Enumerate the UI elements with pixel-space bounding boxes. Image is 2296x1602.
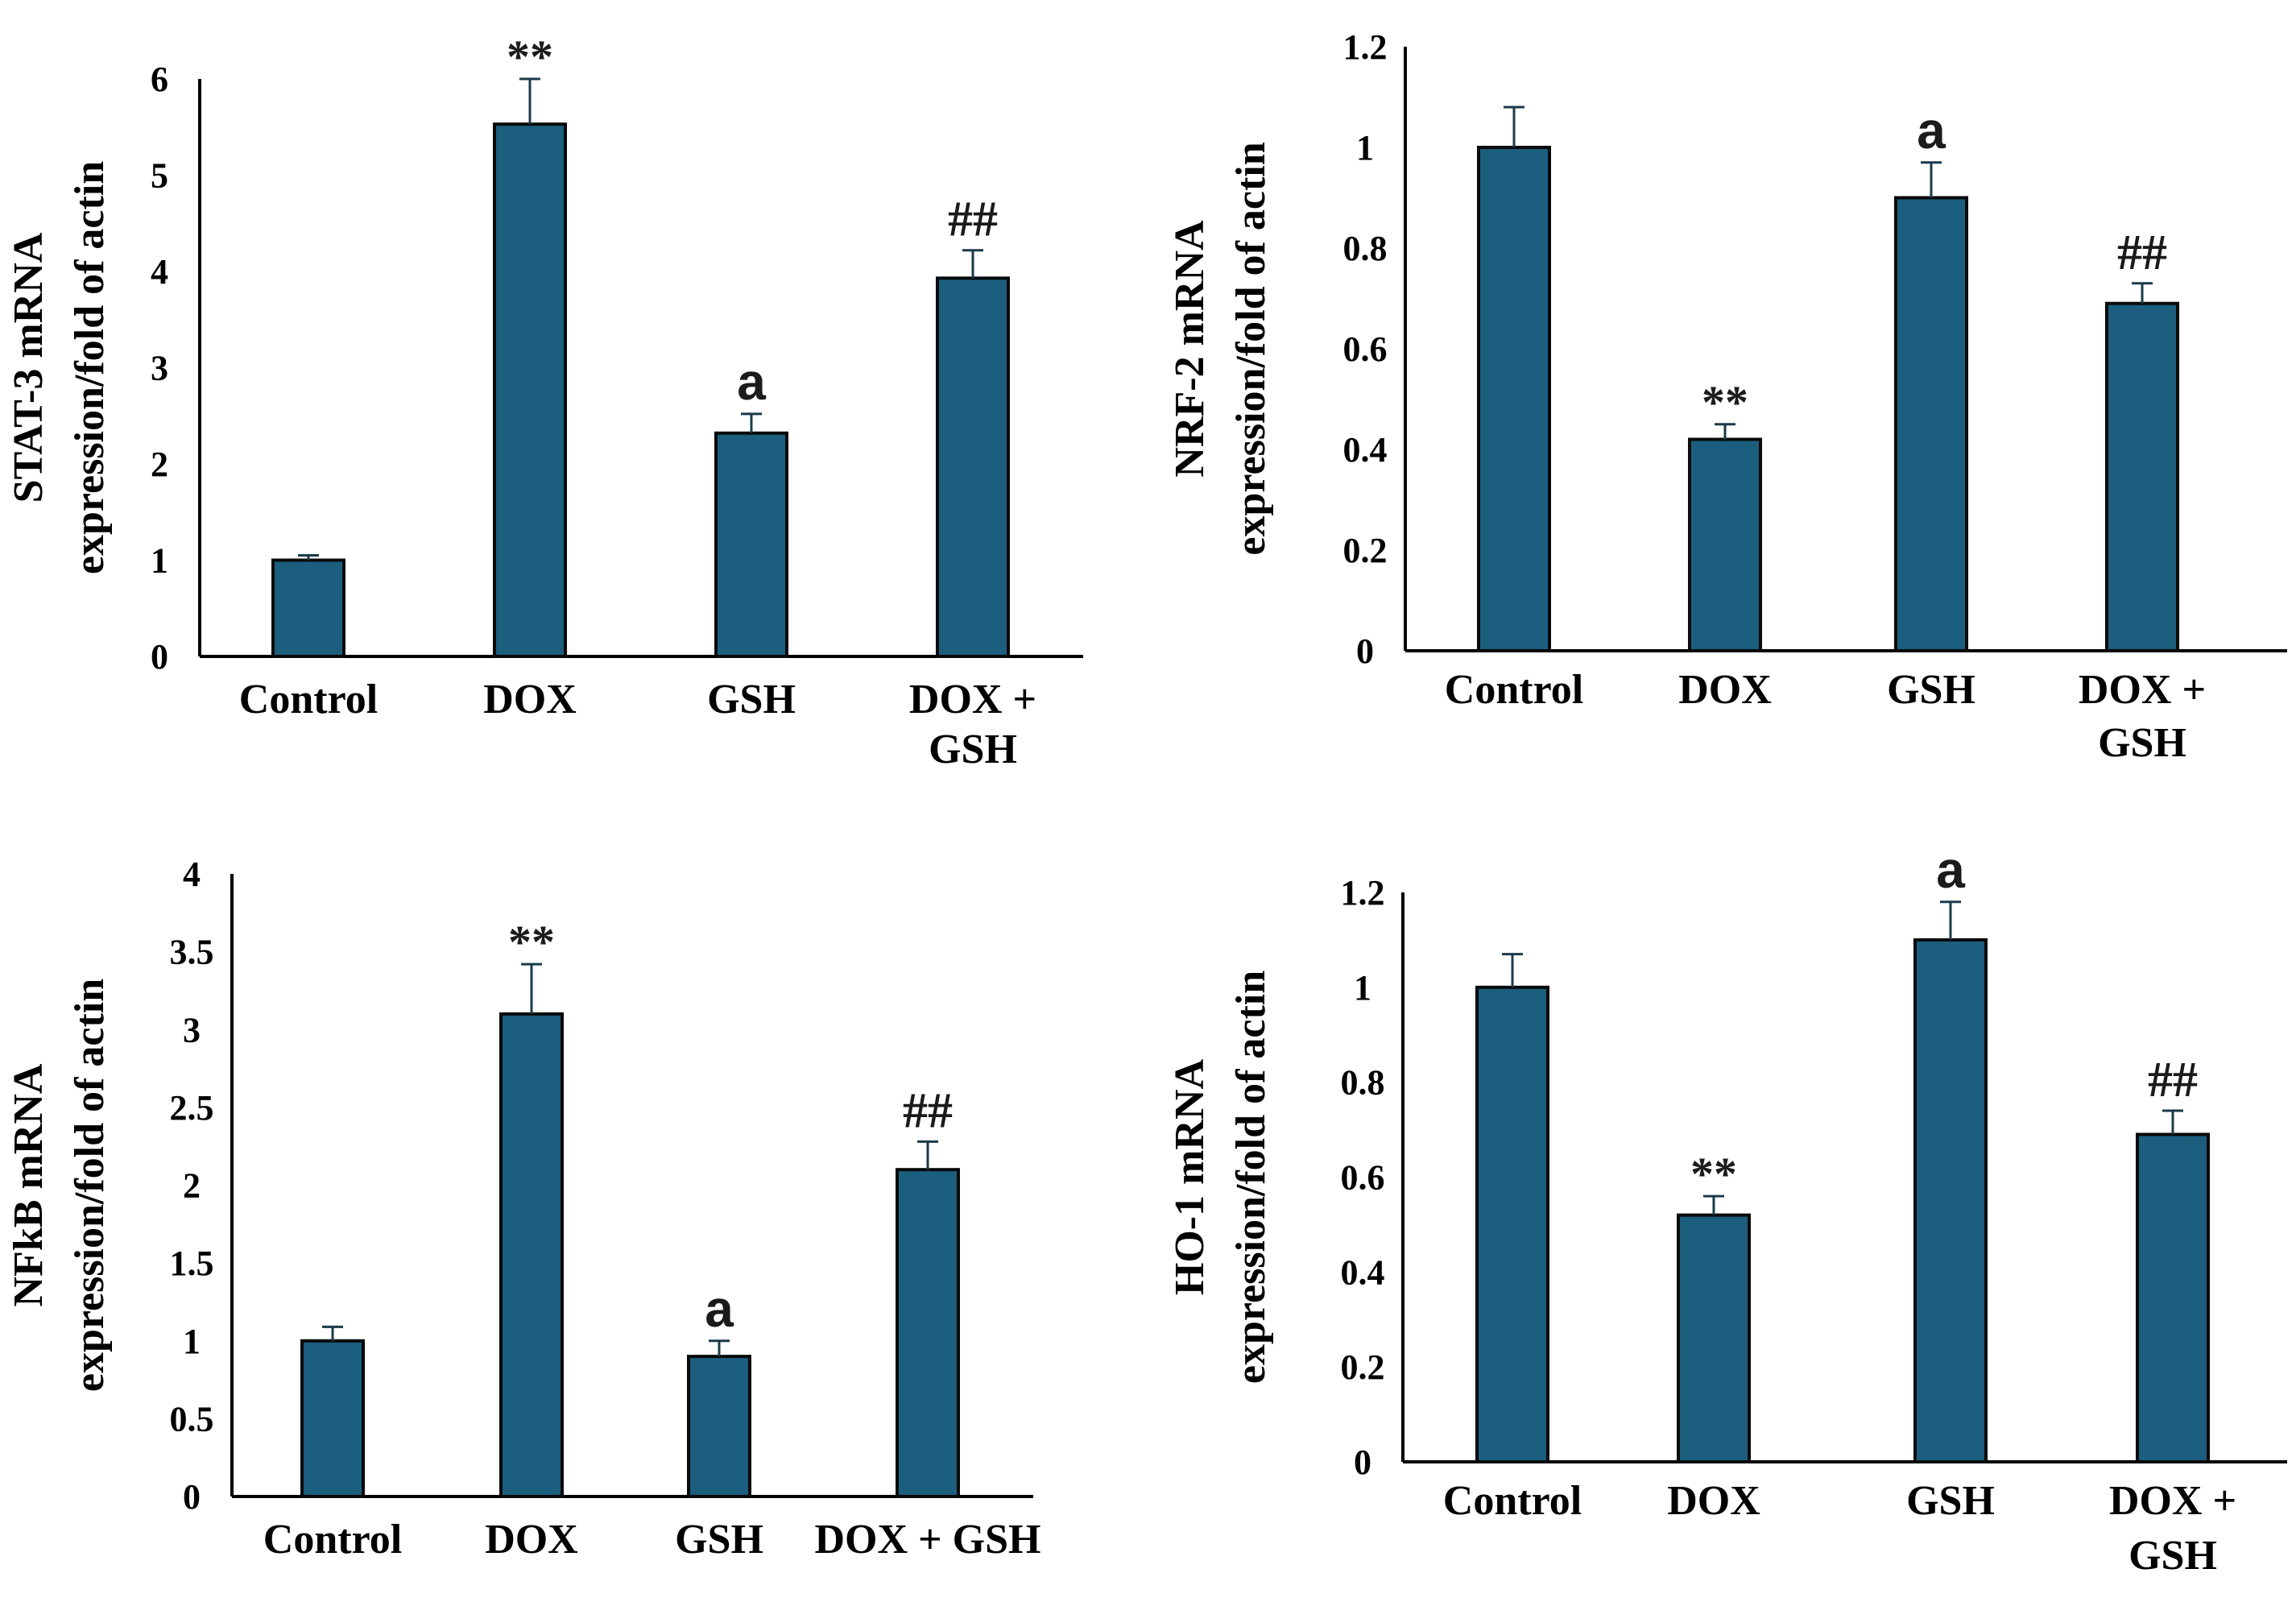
chart-panel-4: 0 0.2 0.4 0.6 0.8 1 1.2 HO-1 mRNA expression/fol… [1167, 841, 2287, 1579]
x-category-label: DOX + [2079, 667, 2206, 713]
y-tick-label: 1 [1354, 968, 1371, 1008]
bar [896, 1168, 960, 1499]
bar [1894, 196, 1968, 652]
y-axis-title-line: expression/fold of actin [67, 161, 113, 574]
bar [2105, 301, 2179, 652]
y-axis-title-line: expression/fold of actin [1228, 971, 1274, 1384]
bar [687, 1355, 751, 1498]
significance-annotation: ** [1702, 376, 1748, 428]
significance-annotation: a [737, 353, 766, 411]
bar [1913, 938, 1988, 1463]
x-category-label: GSH [707, 677, 796, 722]
y-tick-label: 1 [151, 541, 168, 581]
x-category-label: DOX + [2109, 1478, 2236, 1524]
y-tick-label: 1.5 [170, 1244, 214, 1283]
y-tick-label: 0.2 [1341, 1347, 1385, 1387]
y-tick-label: 3 [151, 349, 168, 388]
x-category-label: GSH [675, 1517, 763, 1563]
bar [493, 122, 567, 659]
y-tick-label: 3.5 [170, 933, 214, 972]
y-tick-label: 1.2 [1341, 873, 1385, 913]
y-tick-label: 0.6 [1341, 1158, 1385, 1198]
significance-annotation: ## [2148, 1053, 2198, 1107]
significance-annotation: a [705, 1280, 734, 1338]
x-category-label: DOX [483, 677, 577, 722]
y-tick-label: 2 [183, 1166, 201, 1206]
significance-annotation: ** [507, 31, 553, 83]
x-category-label: GSH [2098, 720, 2186, 766]
bar [1688, 437, 1762, 652]
x-category-label: DOX [1678, 667, 1772, 713]
y-tick-label: 0 [151, 637, 168, 677]
bar [499, 1012, 564, 1499]
x-category-label: GSH [929, 726, 1017, 772]
y-tick-label: 5 [151, 156, 168, 196]
x-category-label: DOX + GSH [815, 1517, 1041, 1563]
significance-annotation: a [1917, 101, 1946, 159]
y-axis-title-line: expression/fold of actin [67, 979, 113, 1392]
chart-panel-2: 0 0.2 0.4 0.6 0.8 1 1.2 NRF-2 mRNA expression/fo… [1167, 27, 2287, 766]
significance-annotation: ## [2117, 226, 2167, 280]
y-tick-label: 0.2 [1343, 531, 1388, 570]
x-category-label: GSH [1887, 667, 1975, 713]
bar [2136, 1132, 2210, 1463]
y-axis-title-line: STAT-3 mRNA [6, 232, 52, 503]
significance-annotation: ## [948, 192, 998, 247]
significance-annotation: a [1936, 841, 1965, 899]
y-tick-label: 0.4 [1343, 430, 1388, 470]
y-tick-label: 1.2 [1343, 27, 1388, 67]
bar [271, 558, 345, 658]
x-category-label: GSH [2128, 1533, 2217, 1579]
bar [936, 276, 1010, 658]
y-axis-title-line: NFkB mRNA [6, 1063, 52, 1306]
y-tick-label: 0.8 [1343, 229, 1388, 268]
y-tick-label: 2.5 [170, 1088, 214, 1128]
y-tick-label: 3 [183, 1010, 201, 1049]
y-axis-title-line: HO-1 mRNA [1167, 1058, 1213, 1295]
x-category-label: Control [1445, 667, 1583, 713]
y-tick-label: 0 [1356, 631, 1374, 671]
y-axis-title-line: expression/fold of actin [1228, 142, 1274, 555]
y-tick-label: 0 [183, 1477, 201, 1517]
y-tick-label: 0.6 [1343, 329, 1388, 369]
y-tick-label: 0.5 [170, 1399, 214, 1438]
significance-annotation: ** [1690, 1148, 1737, 1200]
x-category-label: Control [263, 1517, 402, 1563]
bar [1477, 146, 1551, 652]
y-tick-label: 1 [1356, 128, 1374, 168]
y-tick-label: 2 [151, 445, 168, 484]
x-category-label: Control [239, 677, 378, 722]
x-category-label: DOX [1667, 1478, 1760, 1524]
significance-annotation: ** [508, 916, 555, 968]
chart-panel-1: 0 1 2 3 4 5 6 STAT-3 mRNA expression/fold of act… [6, 31, 1083, 772]
y-tick-label: 4 [183, 855, 201, 894]
x-category-label: Control [1443, 1478, 1582, 1524]
bar [300, 1339, 365, 1498]
y-tick-label: 4 [151, 252, 168, 292]
chart-panel-3: 0 0.5 1 1.5 2 2.5 3 3.5 4 NFkB mRNA expression/fol… [6, 855, 1041, 1563]
y-tick-label: 0 [1354, 1443, 1371, 1482]
y-tick-label: 0.4 [1341, 1252, 1385, 1292]
bar [714, 431, 788, 658]
significance-annotation: ## [903, 1083, 953, 1138]
y-tick-label: 0.8 [1341, 1063, 1385, 1103]
y-tick-label: 1 [183, 1322, 201, 1361]
y-axis-title-line: NRF-2 mRNA [1167, 220, 1213, 478]
y-tick-label: 6 [151, 60, 168, 99]
bar [1475, 985, 1549, 1464]
x-category-label: GSH [1906, 1478, 1995, 1524]
bar [1677, 1213, 1751, 1463]
x-category-label: DOX [485, 1517, 578, 1563]
x-category-label: DOX + [909, 677, 1036, 722]
